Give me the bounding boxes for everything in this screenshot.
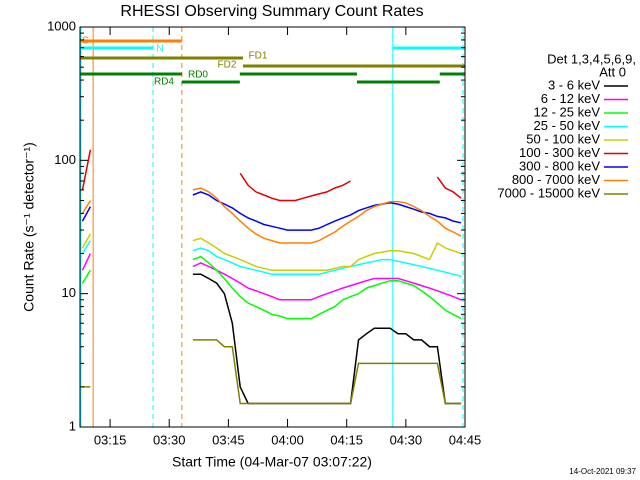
series-line [81, 187, 462, 244]
legend-title: Det 1,3,4,5,6,9, [547, 51, 636, 66]
flag-label: FD1 [249, 51, 268, 62]
y-tick-label: 1000 [47, 18, 76, 33]
legend-label: 7000 - 15000 keV [497, 185, 600, 200]
footer: 14-Oct-2021 09:37 [569, 467, 636, 476]
flag-label: N [156, 44, 163, 55]
x-tick-label: 03:45 [212, 432, 245, 447]
x-tick-label: 04:15 [330, 432, 363, 447]
series-line [81, 255, 462, 320]
y-tick-label: 1 [69, 418, 76, 433]
series-line [81, 233, 462, 271]
legend-label: 800 - 7000 keV [512, 172, 601, 187]
legend-label: 25 - 50 keV [534, 118, 601, 133]
legend-label: 12 - 25 keV [534, 104, 601, 119]
y-tick-label: 100 [54, 152, 76, 167]
chart-title: RHESSI Observing Summary Count Rates [120, 3, 423, 20]
x-tick-label: 03:15 [94, 432, 127, 447]
series-line [81, 253, 462, 301]
legend-label: 300 - 800 keV [519, 158, 600, 173]
legend-label: 50 - 100 keV [526, 131, 600, 146]
legend-label: 100 - 300 keV [519, 145, 600, 160]
legend-label: 6 - 12 keV [541, 91, 601, 106]
flag-label: S [82, 36, 89, 47]
x-tick-label: 03:30 [153, 432, 186, 447]
y-axis-label: Count Rate (s⁻¹ detector⁻¹) [21, 142, 37, 312]
plot-frame [79, 26, 466, 428]
x-tick-label: 04:00 [271, 432, 304, 447]
x-tick-label: 04:45 [449, 432, 482, 447]
flag-label: RD4 [154, 77, 174, 88]
legend-title: Att 0 [599, 64, 626, 79]
series-line [81, 149, 462, 202]
flag-label: RD0 [188, 70, 208, 81]
series-line [81, 240, 462, 278]
y-tick-label: 10 [62, 285, 76, 300]
series-line [81, 191, 462, 231]
x-axis-label: Start Time (04-Mar-07 03:07:22) [172, 454, 372, 470]
legend-label: 3 - 6 keV [548, 77, 600, 92]
x-tick-label: 04:30 [390, 432, 423, 447]
flag-label: FD2 [218, 60, 237, 71]
